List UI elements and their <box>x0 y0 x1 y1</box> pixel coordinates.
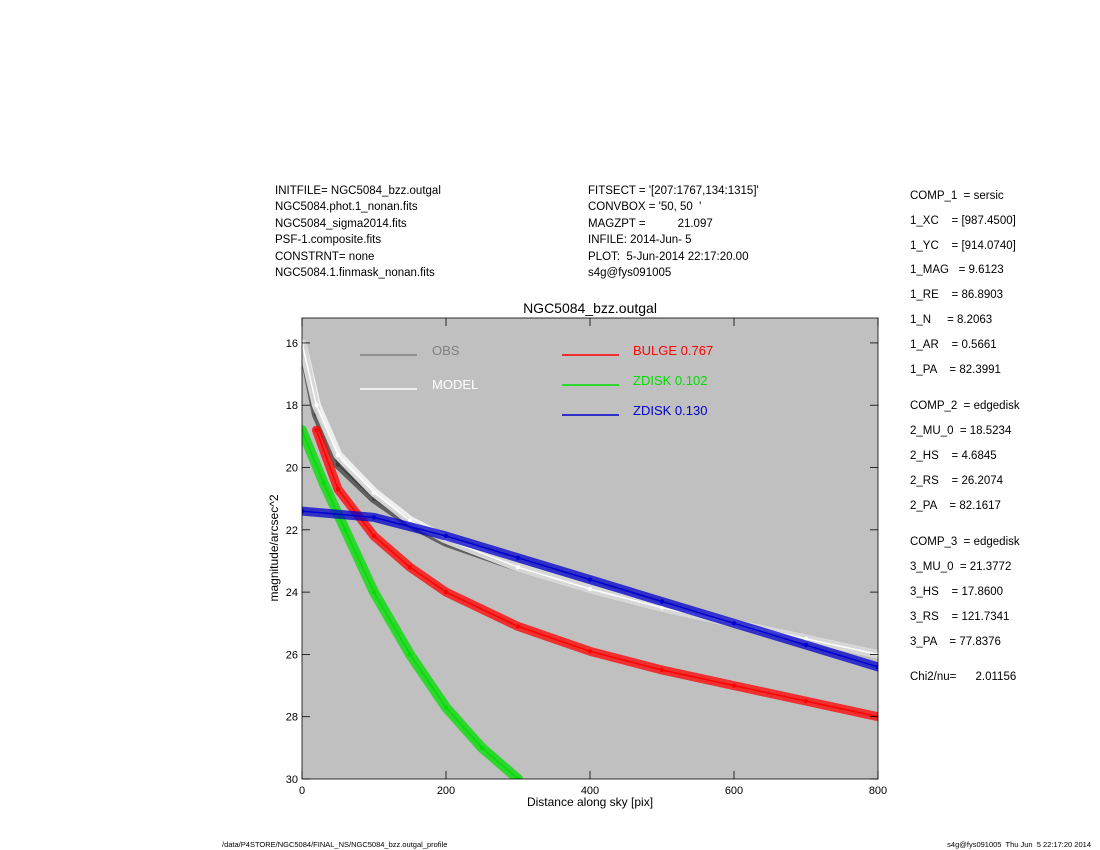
header-left-line: NGC5084.1.finmask_nonan.fits <box>275 267 435 280</box>
component-param: 2_RS = 26.2074 <box>910 474 1004 487</box>
y-tick-label: 24 <box>286 587 298 599</box>
data-point <box>407 652 413 657</box>
x-tick-label: 200 <box>437 785 455 797</box>
y-axis-label: magnitude/arcsec^2 <box>267 494 281 601</box>
data-point <box>302 508 305 514</box>
data-point <box>335 462 341 467</box>
header-left-line: INITFILE= NGC5084_bzz.outgal <box>275 185 441 197</box>
header-middle-line: PLOT: 5-Jun-2014 22:17:20.00 <box>588 250 749 263</box>
header-middle: FITSECT = '[207:1767,134:1315]' CONVBOX =… <box>588 183 759 281</box>
y-tick-label: 30 <box>286 774 298 786</box>
component-param: 1_MAG = 9.6123 <box>910 264 1004 277</box>
data-point <box>659 667 665 673</box>
chart-title: NGC5084_bzz.outgal <box>523 300 657 316</box>
data-point <box>314 427 319 433</box>
data-point <box>515 565 521 570</box>
component-param: 3_MU_0 = 21.3772 <box>910 561 1012 574</box>
data-point <box>515 624 521 629</box>
x-axis-label: Distance along sky [pix] <box>527 795 653 809</box>
data-point <box>371 533 377 539</box>
data-point <box>479 745 485 751</box>
y-tick-label: 22 <box>286 525 298 537</box>
legend-label: ZDISK 0.102 <box>633 373 707 388</box>
data-point <box>407 518 413 523</box>
data-point <box>371 515 377 520</box>
component-param: 3_RS = 121.7341 <box>910 610 1010 623</box>
header-middle-line: INFILE: 2014-Jun- 5 <box>588 234 692 247</box>
legend-label: MODEL <box>432 377 478 392</box>
header-middle-line: CONVBOX = '50, 50 ' <box>588 201 702 214</box>
data-point <box>335 452 341 458</box>
data-point <box>659 599 665 604</box>
legend-label: BULGE 0.767 <box>633 343 713 358</box>
component-param: 1_N = 8.2063 <box>910 314 993 326</box>
series-line-3 <box>302 429 519 779</box>
component-param: 1_YC = [914.0740] <box>910 239 1016 252</box>
plot-background <box>302 318 878 779</box>
header-middle-line: s4g@fys091005 <box>588 267 672 280</box>
component-param: 3_HS = 17.8600 <box>910 586 1004 598</box>
data-point <box>803 642 809 648</box>
x-tick-label: 800 <box>869 785 887 797</box>
data-point <box>731 621 737 626</box>
header-middle-line: MAGZPT = 21.097 <box>588 217 713 230</box>
plot-marks <box>302 338 878 779</box>
header-left-line: NGC5084.phot.1_nonan.fits <box>275 201 418 214</box>
component-param: 1_XC = [987.4500] <box>910 214 1016 227</box>
data-point <box>443 589 449 595</box>
x-tick-label: 0 <box>299 785 305 797</box>
data-point <box>343 527 348 532</box>
legend-label: ZDISK 0.130 <box>633 403 707 418</box>
legend-label: OBS <box>432 343 460 358</box>
data-point <box>443 705 449 710</box>
footer-left: /data/P4STORE/NGC5084/FINAL_NS/NGC5084_b… <box>222 840 448 849</box>
data-point <box>659 605 665 610</box>
data-point <box>803 636 809 641</box>
axis-ticks: 0 200 400 600 800 16 18 20 22 24 26 28 30 <box>286 318 887 797</box>
component-param: 2_PA = 82.1617 <box>910 499 1001 512</box>
component-param: 2_HS = 4.6845 <box>910 450 997 462</box>
header-middle-line: FITSECT = '[207:1767,134:1315]' <box>588 185 759 197</box>
data-point <box>731 683 737 688</box>
data-point <box>371 490 377 495</box>
header-left: INITFILE= NGC5084_bzz.outgal NGC5084.phot… <box>275 183 441 281</box>
data-point <box>515 555 521 560</box>
y-tick-label: 18 <box>286 400 298 412</box>
component-param: COMP_2 = edgedisk <box>910 400 1020 413</box>
data-point <box>335 487 341 492</box>
header-left-line: NGC5084_sigma2014.fits <box>275 217 407 230</box>
component-param: 2_MU_0 = 18.5234 <box>910 425 1012 438</box>
data-point <box>321 480 326 486</box>
data-point <box>803 698 809 704</box>
data-point <box>371 589 377 595</box>
x-tick-label: 600 <box>725 785 743 797</box>
component-param: 1_AR = 0.5661 <box>910 338 997 351</box>
component-param: 1_PA = 82.3991 <box>910 363 1001 376</box>
data-point <box>314 403 319 408</box>
data-point <box>875 664 878 670</box>
y-tick-label: 28 <box>286 712 298 724</box>
header-left-line: PSF-1.composite.fits <box>275 234 382 247</box>
data-point <box>587 649 593 654</box>
legend: OBS MODEL BULGE 0.767 ZDISK 0.102 ZDISK 0.13… <box>360 343 713 418</box>
component-param: COMP_1 = sersic <box>910 190 1004 202</box>
data-point <box>302 427 305 433</box>
y-tick-label: 20 <box>286 463 298 475</box>
data-point <box>587 577 593 582</box>
data-point <box>407 565 413 570</box>
x-tick-label: 400 <box>581 785 599 797</box>
y-tick-label: 26 <box>286 649 298 661</box>
chi2-value: Chi2/nu= 2.01156 <box>910 671 1017 684</box>
data-point <box>587 586 593 592</box>
component-param: COMP_3 = edgedisk <box>910 536 1020 549</box>
header-left-line: CONSTRNT= none <box>275 250 375 263</box>
component-param: 1_RE = 86.8903 <box>910 289 1004 302</box>
component-param: 3_PA = 77.8376 <box>910 635 1001 648</box>
footer-right: s4g@fys091005 Thu Jun 5 22:17:20 2014 <box>947 840 1091 849</box>
y-tick-label: 16 <box>286 338 298 350</box>
data-point <box>443 533 449 539</box>
data-point <box>515 776 521 779</box>
